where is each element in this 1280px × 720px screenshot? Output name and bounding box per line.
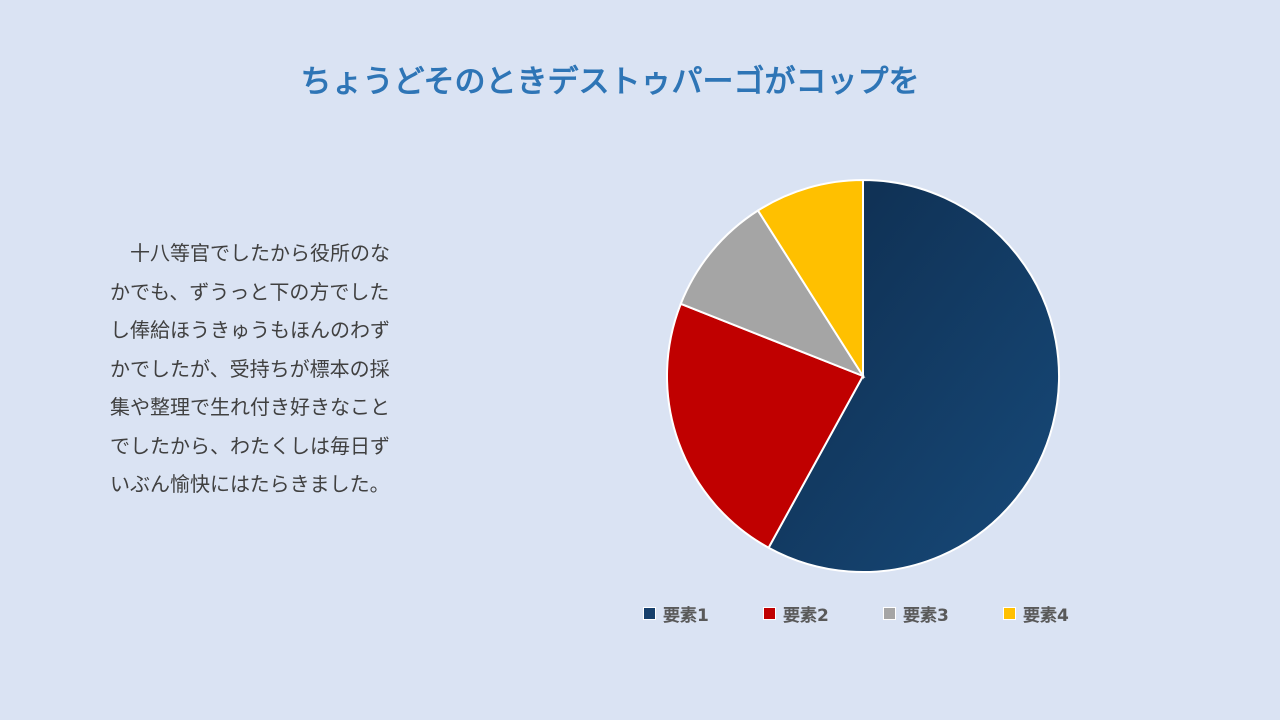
legend-swatch-3 [883, 606, 896, 620]
legend-label-2: 要素2 [783, 605, 829, 626]
pie-slices [666, 178, 1060, 573]
slide-title: ちょうどそのときデストゥパーゴがコップを [300, 64, 920, 100]
chart-legend: 要素1 要素2 要素3 要素4 [600, 598, 1160, 628]
legend-item-1: 要素1 [643, 598, 709, 628]
pie-chart: 要素1 要素2 要素3 要素4 [600, 160, 1160, 640]
legend-swatch-1 [643, 606, 656, 620]
body-paragraph: 十八等官でしたから役所のなかでも、ずうっと下の方でしたし俸給ほうきゅうもほんのわ… [110, 241, 390, 496]
legend-item-3: 要素3 [883, 598, 949, 628]
pie-slice-3 [679, 209, 866, 379]
legend-swatch-2 [763, 606, 776, 620]
pie-slice-2 [666, 302, 865, 550]
legend-label-4: 要素4 [1023, 605, 1069, 626]
pie-chart-svg [666, 178, 1060, 573]
legend-item-2: 要素2 [763, 598, 829, 628]
legend-item-4: 要素4 [1003, 598, 1069, 628]
legend-label-1: 要素1 [663, 605, 709, 626]
pie-slice-4 [756, 178, 864, 380]
legend-label-3: 要素3 [903, 605, 949, 626]
pie-slice-1 [767, 178, 1060, 573]
legend-swatch-4 [1003, 606, 1016, 620]
